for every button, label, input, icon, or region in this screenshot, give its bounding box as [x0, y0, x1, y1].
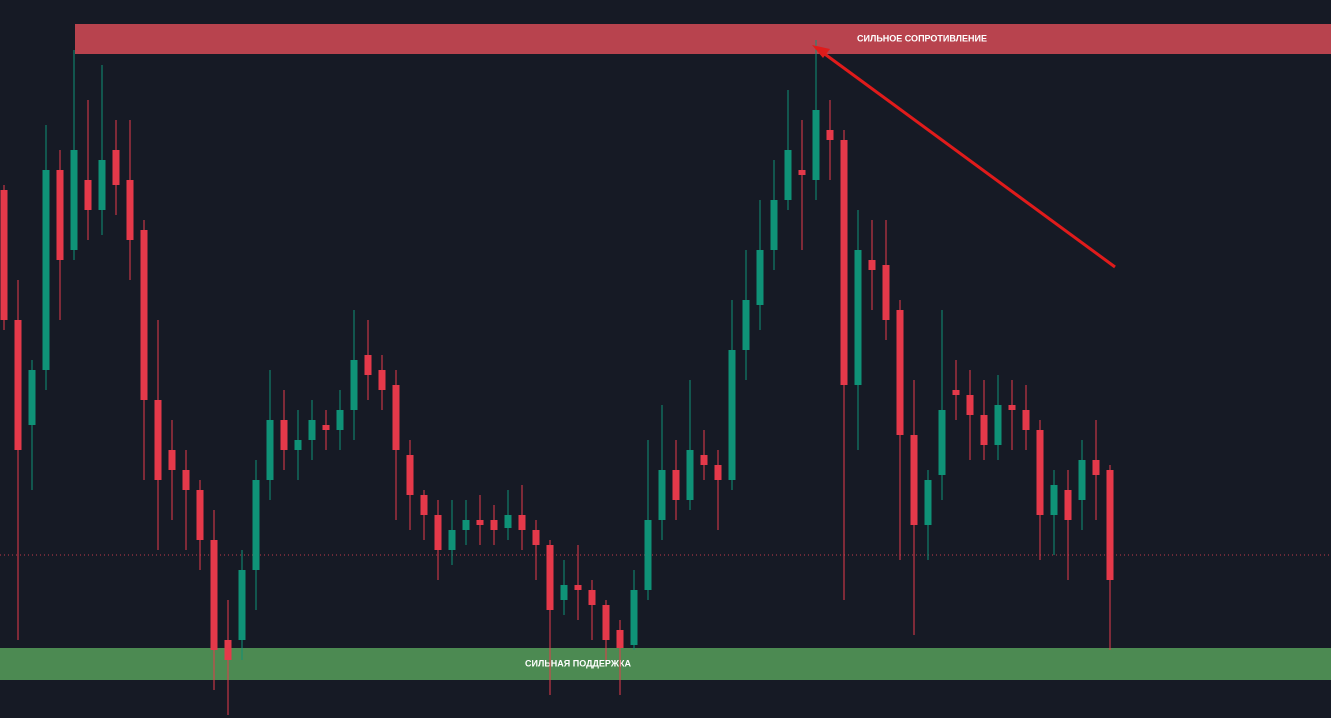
candle-body	[1036, 430, 1044, 515]
candle-body	[224, 640, 232, 660]
candle-body	[840, 140, 848, 385]
zones: СИЛЬНОЕ СОПРОТИВЛЕНИЕ СИЛЬНАЯ ПОДДЕРЖКА	[0, 24, 1331, 680]
candle-body	[364, 355, 372, 375]
candle-body	[784, 150, 792, 200]
candle-body	[126, 180, 134, 240]
candle-body	[910, 435, 918, 525]
candle-body	[686, 450, 694, 500]
candle-body	[42, 170, 50, 370]
candle-body	[56, 170, 64, 260]
arrow	[812, 45, 1116, 269]
candle-body	[560, 585, 568, 600]
candle-body	[476, 520, 484, 525]
candle-body	[658, 470, 666, 520]
candle-body	[672, 470, 680, 500]
candle-body	[1008, 405, 1016, 410]
candle-body	[266, 420, 274, 480]
candle-body	[616, 630, 624, 648]
candle-body	[168, 450, 176, 470]
candle-body	[350, 360, 358, 410]
candle-body	[868, 260, 876, 270]
candle-body	[770, 200, 778, 250]
candle-body	[210, 540, 218, 650]
candle-body	[504, 515, 512, 528]
candle-body	[532, 530, 540, 545]
candle-body	[182, 470, 190, 490]
candle-body	[700, 455, 708, 465]
candle-body	[1022, 410, 1030, 430]
candle-body	[28, 370, 36, 425]
candle-body	[420, 495, 428, 515]
candle-body	[378, 370, 386, 390]
candle-body	[252, 480, 260, 570]
candle-body	[84, 180, 92, 210]
zone	[0, 648, 1331, 680]
candle-body	[896, 310, 904, 435]
candle-body	[490, 520, 498, 530]
candle-body	[0, 190, 8, 320]
candle-body	[14, 320, 22, 450]
candle-body	[742, 300, 750, 350]
zone	[75, 24, 1331, 54]
candle-body	[1092, 460, 1100, 475]
candle-body	[854, 250, 862, 385]
candle-body	[406, 455, 414, 495]
candle-body	[1064, 490, 1072, 520]
candle-body	[434, 515, 442, 550]
candle-body	[952, 390, 960, 395]
candle-body	[966, 395, 974, 415]
candle-body	[546, 545, 554, 610]
candles	[0, 40, 1114, 715]
candle-body	[322, 425, 330, 430]
candle-body	[392, 385, 400, 450]
candle-body	[1078, 460, 1086, 500]
candle-body	[826, 130, 834, 140]
candle-body	[448, 530, 456, 550]
candle-body	[644, 520, 652, 590]
candle-body	[280, 420, 288, 450]
candle-body	[812, 110, 820, 180]
candle-body	[98, 160, 106, 210]
zone-label: СИЛЬНАЯ ПОДДЕРЖКА	[525, 658, 631, 668]
arrow-head	[812, 45, 830, 58]
arrow-line	[821, 50, 1116, 269]
candle-body	[70, 150, 78, 250]
candle-body	[798, 170, 806, 175]
candle-body	[728, 350, 736, 480]
candle-body	[980, 415, 988, 445]
candle-body	[714, 465, 722, 480]
candle-body	[154, 400, 162, 480]
candle-body	[882, 265, 890, 320]
candle-body	[518, 515, 526, 530]
zone-label: СИЛЬНОЕ СОПРОТИВЛЕНИЕ	[857, 33, 987, 43]
candle-body	[336, 410, 344, 430]
candle-body	[630, 590, 638, 645]
candle-body	[112, 150, 120, 185]
candle-body	[924, 480, 932, 525]
candle-body	[938, 410, 946, 475]
candle-body	[1106, 470, 1114, 580]
candle-body	[308, 420, 316, 440]
candle-body	[1050, 485, 1058, 515]
candle-body	[588, 590, 596, 605]
candle-body	[756, 250, 764, 305]
candle-body	[602, 605, 610, 640]
candle-body	[574, 585, 582, 590]
candle-body	[140, 230, 148, 400]
candle-body	[994, 405, 1002, 445]
candle-body	[294, 440, 302, 450]
candle-body	[196, 490, 204, 540]
candle-body	[238, 570, 246, 640]
candle-body	[462, 520, 470, 530]
